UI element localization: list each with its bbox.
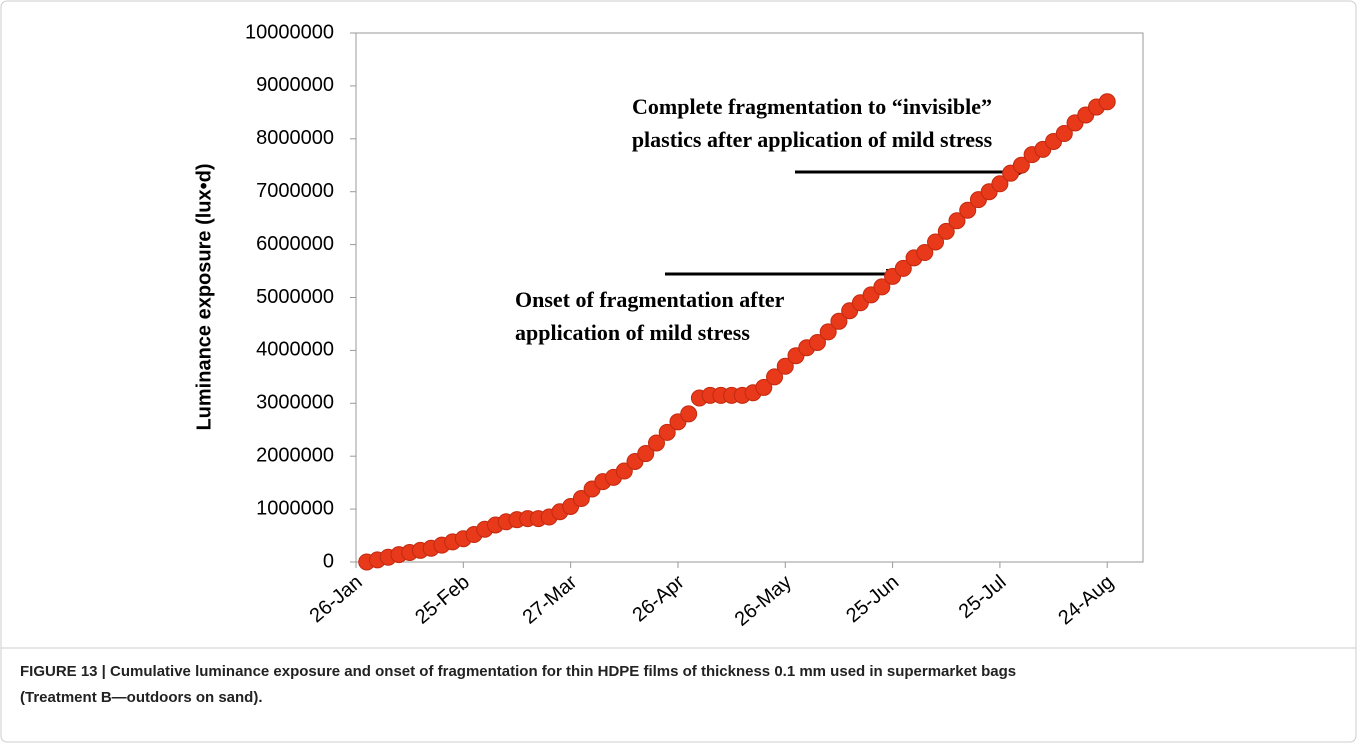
x-tick-label: 27-Mar (519, 571, 582, 629)
marker (766, 368, 784, 386)
x-tick-label: 26-May (731, 571, 796, 631)
marker (991, 175, 1009, 193)
marker (776, 357, 794, 375)
marker (894, 259, 912, 277)
y-tick-label: 0 (323, 550, 334, 572)
marker (1012, 156, 1030, 174)
marker (948, 212, 966, 230)
y-axis-title: Luminance exposure (lux•d) (193, 163, 215, 430)
caption: (Treatment B—outdoors on sand). (20, 689, 263, 706)
annotation: Complete fragmentation to “invisible” (632, 94, 992, 119)
x-tick-label: 26-Apr (628, 571, 688, 627)
x-tick-label: 25-Jul (955, 571, 1011, 623)
x-tick-label: 25-Jun (842, 571, 903, 627)
marker (937, 222, 955, 240)
marker (680, 405, 698, 423)
marker (658, 423, 676, 441)
x-tick-label: 26-Jan (306, 571, 367, 627)
marker (1098, 93, 1116, 111)
annotation: application of mild stress (515, 320, 750, 345)
y-tick-label: 6000000 (256, 233, 334, 255)
marker (615, 462, 633, 480)
marker (873, 278, 891, 296)
y-tick-label: 1000000 (256, 497, 334, 519)
annotation: Onset of fragmentation after (515, 287, 785, 312)
y-tick-label: 7000000 (256, 180, 334, 202)
y-tick-label: 2000000 (256, 444, 334, 466)
marker (959, 201, 977, 219)
marker (755, 378, 773, 396)
caption: FIGURE 13 | Cumulative luminance exposur… (20, 663, 1016, 680)
y-tick-label: 10000000 (245, 21, 334, 43)
marker (916, 244, 934, 262)
y-tick-label: 9000000 (256, 74, 334, 96)
marker (647, 434, 665, 452)
marker (637, 445, 655, 463)
marker (1055, 125, 1073, 143)
y-tick-label: 4000000 (256, 339, 334, 361)
marker (819, 323, 837, 341)
marker (830, 312, 848, 330)
y-tick-label: 3000000 (256, 392, 334, 414)
annotation: plastics after application of mild stres… (632, 127, 993, 152)
x-tick-label: 24-Aug (1054, 571, 1118, 629)
y-tick-label: 8000000 (256, 127, 334, 149)
x-tick-label: 25-Feb (411, 571, 474, 629)
marker (927, 233, 945, 251)
marker (572, 490, 590, 508)
marker (808, 333, 826, 351)
y-tick-label: 5000000 (256, 286, 334, 308)
